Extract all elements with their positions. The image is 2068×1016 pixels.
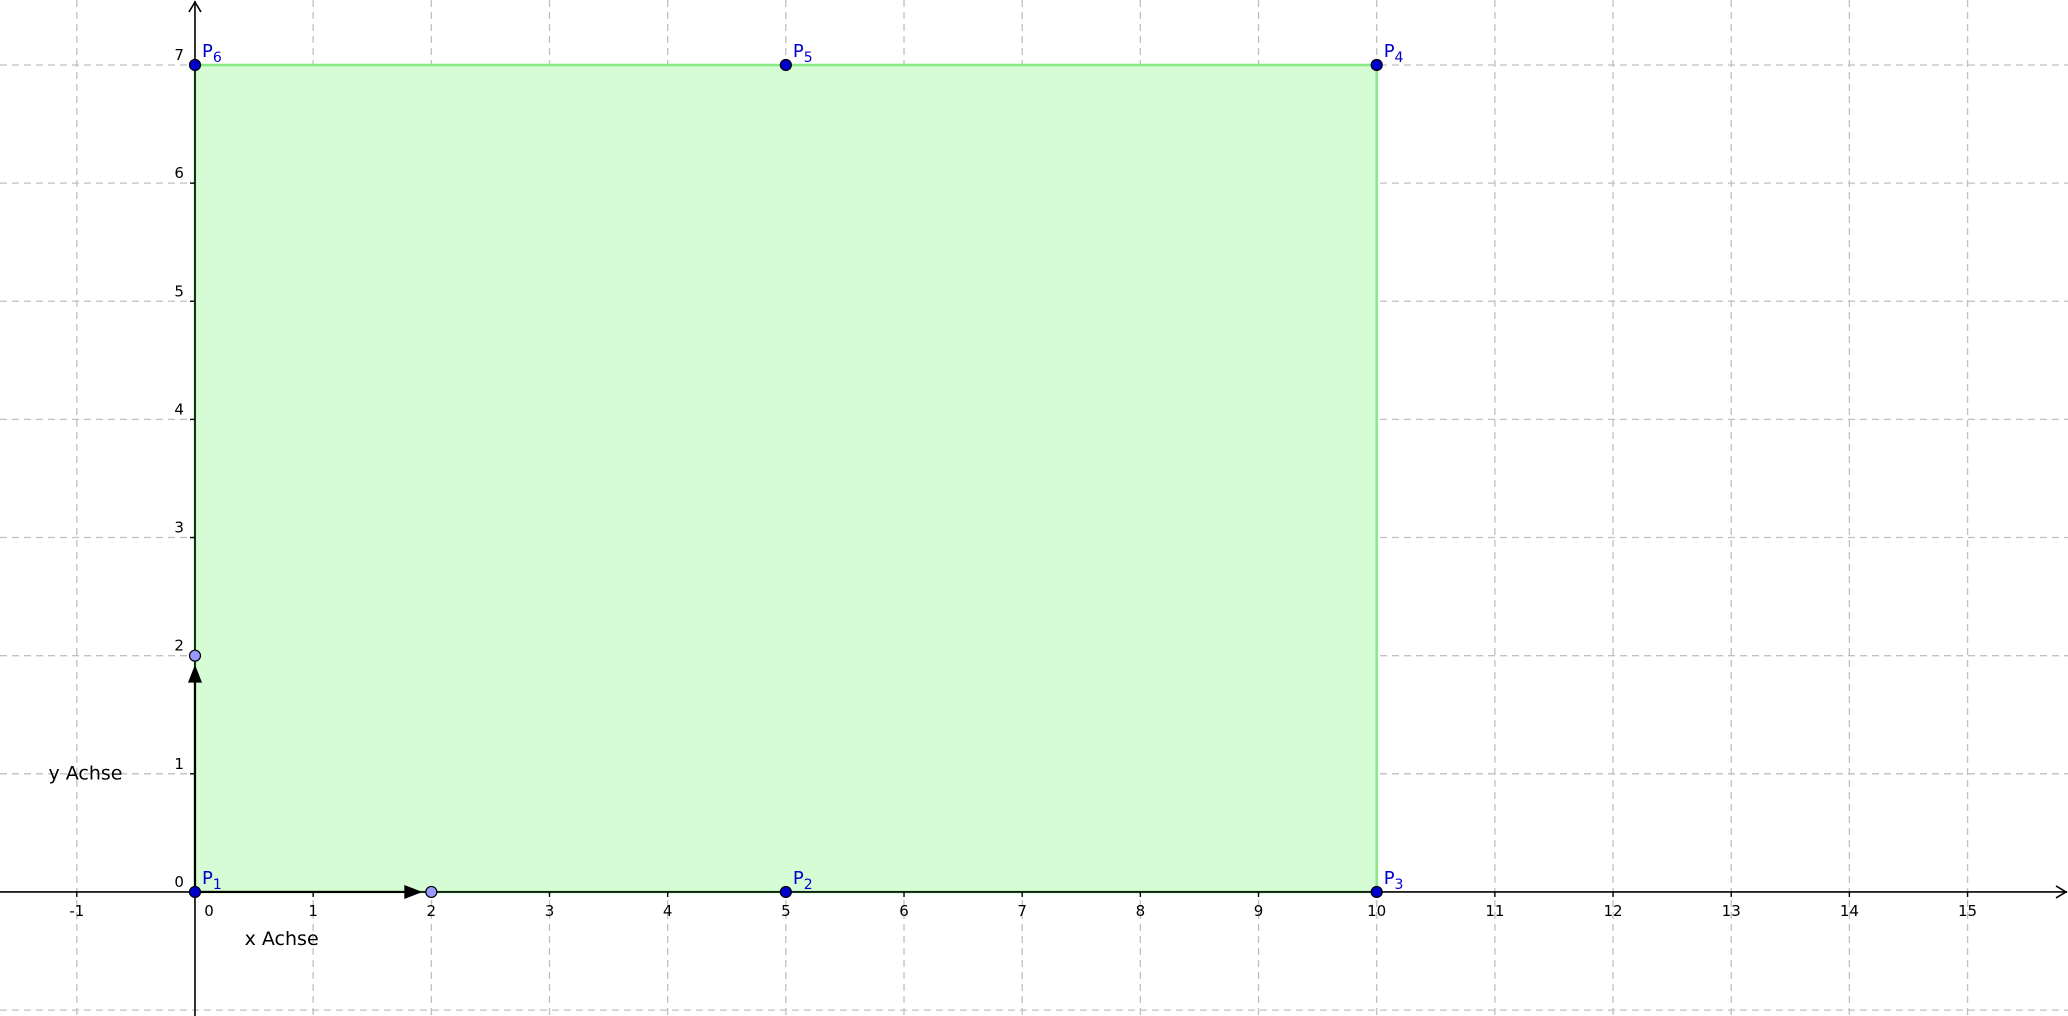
y-tick-label: 0 (174, 873, 184, 891)
point-marker (1370, 885, 1383, 899)
x-tick-label: 4 (663, 902, 673, 920)
y-tick-label: 3 (174, 519, 184, 537)
point-marker (188, 885, 202, 899)
point-label-subscript: 6 (213, 50, 222, 66)
x-tick-label: 5 (781, 902, 791, 920)
vector-x-arrowhead-icon (404, 884, 423, 899)
y-tick-label: 6 (174, 164, 184, 182)
x-tick-label: 2 (427, 902, 437, 920)
point-label-name: P (1384, 868, 1395, 889)
point-label: P3 (1384, 868, 1404, 893)
point-label-subscript: 4 (1395, 50, 1404, 66)
point-label-name: P (202, 868, 213, 889)
x-axis-arrow-icon (2055, 885, 2068, 899)
x-tick-label: 3 (545, 902, 555, 920)
x-tick-label: 7 (1017, 902, 1027, 920)
point-label-subscript: 5 (804, 50, 813, 66)
x-tick-label: 10 (1367, 902, 1386, 920)
y-axis-label: y Achse (48, 763, 122, 785)
x-axis-label: x Achse (245, 928, 319, 950)
x-tick-label: 12 (1603, 902, 1622, 920)
point-label: P5 (793, 41, 813, 66)
point-label-name: P (793, 41, 804, 62)
point-marker (779, 885, 792, 899)
x-tick-label: 13 (1722, 902, 1741, 920)
point-label-name: P (202, 41, 213, 62)
y-tick-label: 1 (174, 755, 184, 773)
shaded-rectangle (193, 63, 1378, 894)
point-label: P2 (793, 868, 813, 893)
point-label: P4 (1384, 41, 1404, 66)
region-layer (193, 63, 1378, 894)
y-tick-label: 5 (174, 282, 184, 300)
x-tick-label: 15 (1958, 902, 1977, 920)
vectors (187, 664, 423, 899)
x-tick-label: 6 (899, 902, 909, 920)
vector-tip-point (188, 649, 202, 662)
point-label: P6 (202, 41, 222, 66)
y-axis-arrow-icon (188, 0, 202, 13)
x-tick-label: -1 (69, 902, 84, 920)
vector-y-arrowhead-icon (187, 664, 202, 683)
point-marker (779, 58, 792, 72)
point-label-subscript: 1 (213, 877, 222, 893)
vector-tip-point (425, 885, 438, 899)
point-label-name: P (1384, 41, 1395, 62)
point-marker (188, 58, 202, 72)
point-label-subscript: 2 (804, 877, 813, 893)
y-tick-label: 7 (174, 46, 184, 64)
x-tick-label: 1 (308, 902, 318, 920)
point-label-name: P (793, 868, 804, 889)
y-tick-label: 4 (174, 400, 184, 418)
y-tick-label: 2 (174, 637, 184, 655)
x-tick-label: 9 (1254, 902, 1264, 920)
x-tick-label: 11 (1485, 902, 1504, 920)
point-label-subscript: 3 (1395, 877, 1404, 893)
point-label: P1 (202, 868, 222, 893)
point-marker (1370, 58, 1383, 72)
x-tick-label: 14 (1840, 902, 1859, 920)
x-tick-label: 0 (204, 902, 214, 920)
x-tick-label: 8 (1136, 902, 1146, 920)
